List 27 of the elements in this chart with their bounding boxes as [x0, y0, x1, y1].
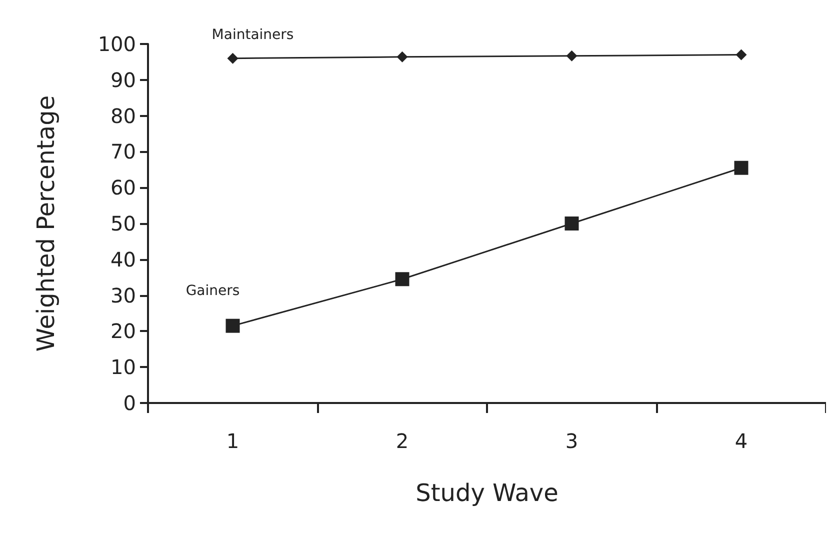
y-tick-label: 20 [110, 319, 136, 344]
point [566, 50, 578, 62]
x-tick-label: 2 [396, 429, 409, 453]
series-label: Maintainers [212, 26, 294, 43]
y-tick-label: 70 [110, 140, 136, 164]
x-axis-title: Study Wave [416, 479, 558, 507]
y-tick-label: 60 [110, 176, 136, 200]
x-tick-label: 3 [565, 429, 578, 453]
point [564, 216, 579, 230]
series-label: Gainers [186, 282, 240, 299]
y-tick-label: 40 [110, 247, 136, 272]
point [227, 52, 238, 64]
x-tick-label: 1 [226, 429, 240, 453]
y-axis-title: Weighted Percentage [32, 95, 60, 352]
y-tick-label: 0 [123, 391, 136, 415]
point [396, 51, 408, 62]
point [395, 272, 410, 286]
x-tick-label: 4 [734, 429, 748, 453]
y-tick-label: 100 [98, 32, 136, 56]
point [226, 318, 240, 333]
y-tick-label: 80 [110, 104, 136, 128]
point [736, 49, 747, 60]
y-tick-label: 90 [110, 68, 136, 92]
point [734, 160, 748, 175]
y-tick-label: 30 [110, 283, 136, 308]
y-tick-label: 50 [110, 212, 136, 236]
y-tick-label: 10 [110, 355, 136, 380]
